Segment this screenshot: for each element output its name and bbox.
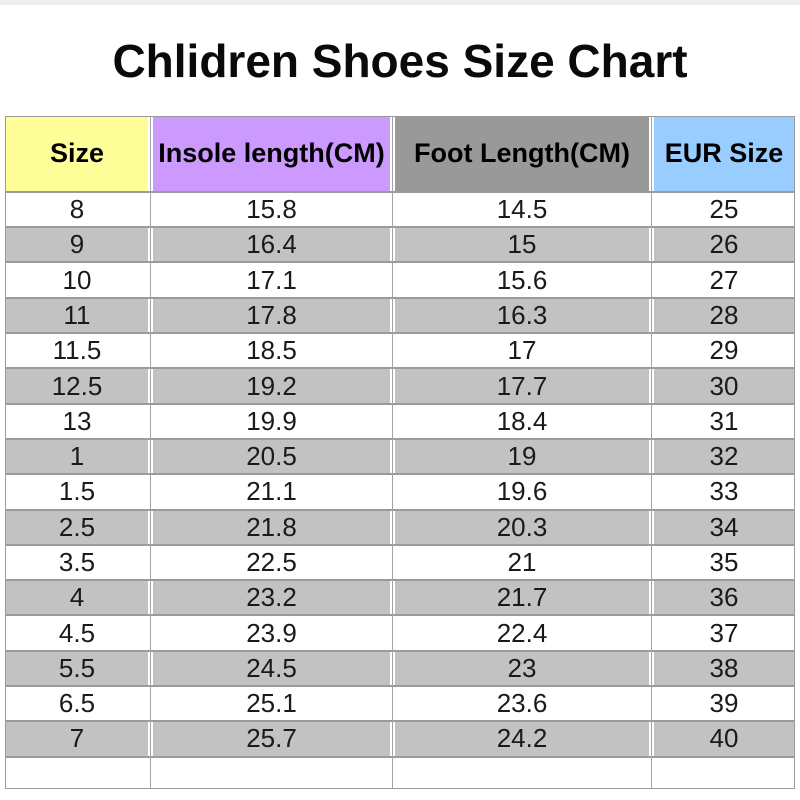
table-row: 2.5 21.8 20.3 34 <box>6 510 794 546</box>
table-row: 4.5 23.9 22.4 37 <box>6 616 794 652</box>
table-cell: 7 <box>6 722 148 756</box>
table-cell: 22.4 <box>395 616 649 650</box>
top-bar <box>0 0 800 5</box>
table-cell: 40 <box>654 722 794 756</box>
table-row: 3.5 22.5 21 35 <box>6 545 794 582</box>
column-header: EUR Size <box>654 116 794 191</box>
table-cell: 12.5 <box>6 369 148 403</box>
table-cell: 9 <box>6 228 148 262</box>
table-cell: 21.1 <box>153 475 390 509</box>
table-cell: 24.2 <box>395 722 649 756</box>
table-cell: 18.5 <box>153 334 390 368</box>
table-cell: 16.3 <box>395 298 649 333</box>
column-header: Insole length(CM) <box>153 116 390 191</box>
table-cell: 17.8 <box>153 298 390 333</box>
table-cell: 19.9 <box>153 404 390 438</box>
column-header: Size <box>6 116 148 191</box>
table-cell: 6.5 <box>6 687 148 721</box>
table-row: 12.5 19.2 17.7 30 <box>6 369 794 405</box>
table-cell: 1.5 <box>6 475 148 509</box>
table-row: 1.5 21.1 19.6 33 <box>6 475 794 511</box>
table-cell: 26 <box>654 228 794 262</box>
table-cell: 19.6 <box>395 475 649 509</box>
page-title: Chlidren Shoes Size Chart <box>112 35 688 87</box>
table-row: 5.5 24.5 23 38 <box>6 651 794 688</box>
table-cell: 23.6 <box>395 687 649 721</box>
table-cell: 11.5 <box>6 334 148 368</box>
table-cell: 13 <box>6 404 148 438</box>
table-cell: 35 <box>654 545 794 580</box>
column-header: Foot Length(CM) <box>395 116 649 191</box>
table-cell: 27 <box>654 263 794 297</box>
table-cell: 3.5 <box>6 545 148 580</box>
table-cell: 39 <box>654 687 794 721</box>
table-row: 1 20.5 19 32 <box>6 439 794 476</box>
table-cell: 34 <box>654 510 794 544</box>
table-cell: 21 <box>395 545 649 580</box>
table-row: 6.5 25.1 23.6 39 <box>6 687 794 723</box>
table-cell: 32 <box>654 439 794 474</box>
table-cell: 25 <box>654 192 794 227</box>
table-cell: 19 <box>395 439 649 474</box>
table-row: 8 15.8 14.5 25 <box>6 192 794 229</box>
table-cell: 15.8 <box>153 192 390 227</box>
table-cell: 10 <box>6 263 148 297</box>
table-cell: 11 <box>6 298 148 333</box>
table-cell-empty <box>654 757 794 788</box>
table-cell: 20.5 <box>153 439 390 474</box>
table-cell: 38 <box>654 651 794 686</box>
table-cell: 25.1 <box>153 687 390 721</box>
table-row: 7 25.7 24.2 40 <box>6 722 794 758</box>
table-row: 13 19.9 18.4 31 <box>6 404 794 440</box>
table-cell: 8 <box>6 192 148 227</box>
table-cell: 17.7 <box>395 369 649 403</box>
table-cell: 31 <box>654 404 794 438</box>
table-cell: 29 <box>654 334 794 368</box>
table-row: 11 17.8 16.3 28 <box>6 298 794 335</box>
table-cell: 19.2 <box>153 369 390 403</box>
table-cell: 30 <box>654 369 794 403</box>
table-cell: 5.5 <box>6 651 148 686</box>
table-cell: 28 <box>654 298 794 333</box>
table-cell: 23 <box>395 651 649 686</box>
table-cell: 36 <box>654 581 794 615</box>
table-cell-empty <box>153 757 390 788</box>
table-cell: 17 <box>395 334 649 368</box>
table-body: 8 15.8 14.5 25 9 16.4 15 26 10 17.1 15.6 27 11 17.8 16… <box>6 192 794 758</box>
table-cell: 16.4 <box>153 228 390 262</box>
table-row: 10 17.1 15.6 27 <box>6 263 794 299</box>
table-cell: 21.8 <box>153 510 390 544</box>
table-cell: 1 <box>6 439 148 474</box>
size-table: Size Insole length(CM) Foot Length(CM) EUR … <box>5 115 795 789</box>
table-cell: 4.5 <box>6 616 148 650</box>
table-cell: 20.3 <box>395 510 649 544</box>
table-cell: 37 <box>654 616 794 650</box>
table-header-row: Size Insole length(CM) Foot Length(CM) EUR … <box>6 116 794 193</box>
table-cell: 23.9 <box>153 616 390 650</box>
table-cell: 33 <box>654 475 794 509</box>
table-cell-empty <box>395 757 649 788</box>
table-cell: 25.7 <box>153 722 390 756</box>
table-cell: 2.5 <box>6 510 148 544</box>
table-row: 4 23.2 21.7 36 <box>6 581 794 617</box>
table-cell: 23.2 <box>153 581 390 615</box>
table-cell: 24.5 <box>153 651 390 686</box>
table-cell: 14.5 <box>395 192 649 227</box>
table-cell: 15 <box>395 228 649 262</box>
table-cell: 18.4 <box>395 404 649 438</box>
table-cell: 15.6 <box>395 263 649 297</box>
table-cell: 21.7 <box>395 581 649 615</box>
table-cell: 22.5 <box>153 545 390 580</box>
table-row: 9 16.4 15 26 <box>6 228 794 264</box>
table-cell: 4 <box>6 581 148 615</box>
table-empty-row <box>6 757 794 788</box>
table-cell-empty <box>6 757 148 788</box>
table-cell: 17.1 <box>153 263 390 297</box>
table-row: 11.5 18.5 17 29 <box>6 334 794 370</box>
